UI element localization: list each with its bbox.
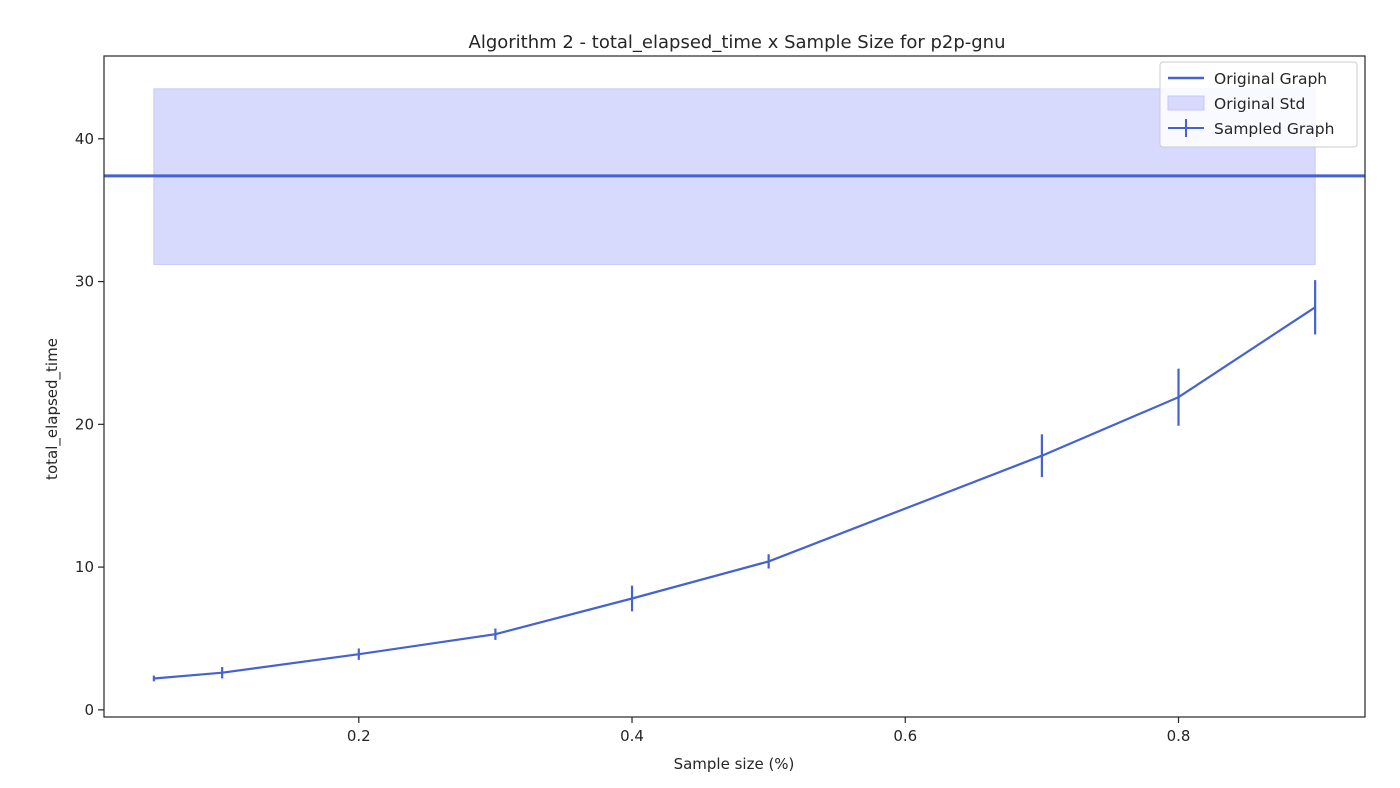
legend-sampled-graph-label: Sampled Graph	[1214, 120, 1334, 138]
error-bars	[152, 280, 1317, 682]
chart-title: Algorithm 2 - total_elapsed_time x Sampl…	[469, 32, 1006, 53]
y-tick-label-4: 40	[75, 130, 94, 148]
y-tick-label-1: 10	[75, 558, 94, 576]
legend-box	[1159, 61, 1358, 148]
y-tick-label-0: 0	[84, 701, 94, 719]
sampled-graph-line	[153, 306, 1316, 680]
y-axis: 0 10 20 30 40	[75, 130, 104, 719]
legend-original-std-label: Original Std	[1214, 95, 1305, 113]
x-axis: 0.2 0.4 0.6 0.8	[347, 717, 1191, 745]
x-tick-label-1: 0.4	[620, 727, 644, 745]
legend-original-std-swatch	[1167, 95, 1205, 111]
x-axis-label: Sample size (%)	[674, 755, 795, 773]
x-tick-label-0: 0.2	[347, 727, 371, 745]
legend: Original Graph Original Std Sampled Grap…	[1159, 61, 1358, 148]
y-tick-label-2: 20	[75, 415, 94, 433]
y-axis-label: total_elapsed_time	[43, 338, 62, 480]
axes-frame	[103, 55, 1366, 718]
x-tick-label-3: 0.8	[1167, 727, 1191, 745]
plot-area	[104, 88, 1365, 682]
legend-original-graph-label: Original Graph	[1214, 70, 1327, 88]
x-tick-label-2: 0.6	[893, 727, 917, 745]
y-tick-label-3: 30	[75, 273, 94, 291]
